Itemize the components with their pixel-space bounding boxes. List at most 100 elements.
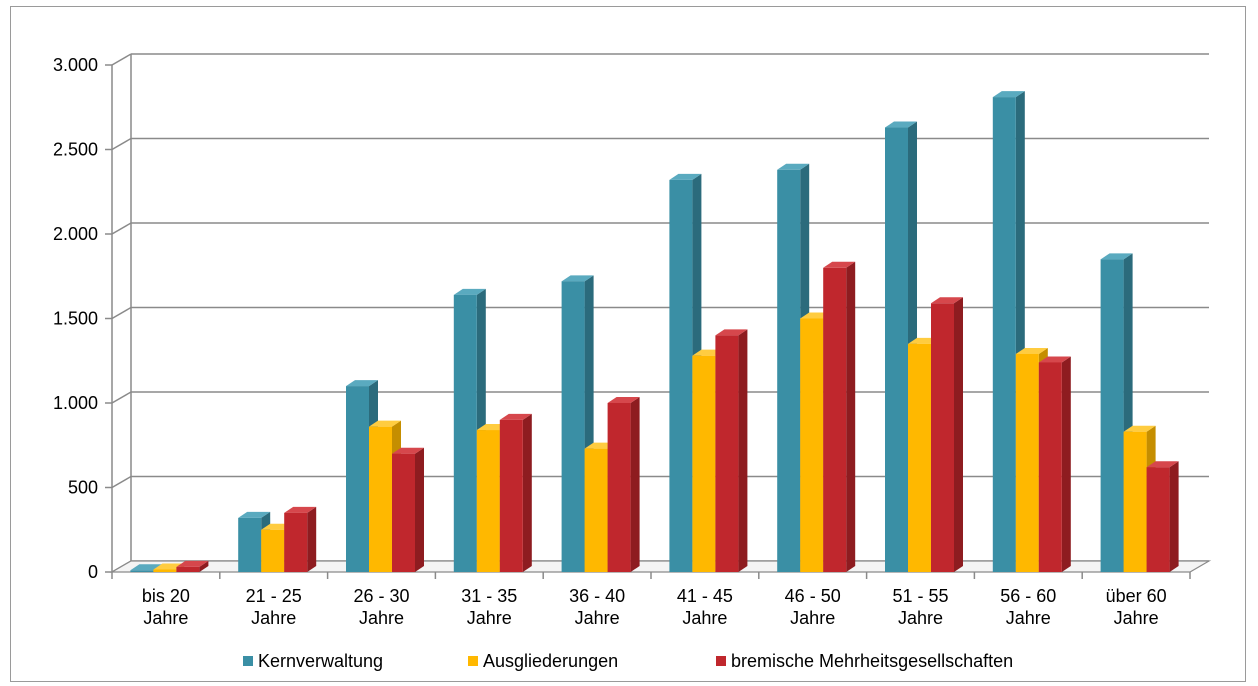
legend-swatch [716, 656, 726, 666]
bar [931, 297, 963, 572]
bar [715, 329, 748, 572]
bar-top [823, 261, 856, 268]
bar-front [669, 179, 693, 573]
bar-front [176, 566, 200, 572]
bar-front [261, 529, 285, 572]
legend-item: Ausgliederungen [468, 651, 618, 671]
y-tick-label: 0 [88, 562, 98, 582]
grid-diagonal [111, 222, 132, 235]
y-tick-label: 1.500 [53, 309, 98, 329]
bar-side [738, 329, 748, 572]
bar-front [1015, 353, 1039, 572]
y-tick-label: 2.500 [53, 140, 98, 160]
legend-label: bremische Mehrheitsgesellschaften [731, 651, 1013, 671]
bar-front [392, 453, 415, 572]
bar-front [284, 512, 308, 572]
bar-top [715, 329, 748, 336]
bar-front [561, 281, 585, 572]
bar [823, 261, 856, 572]
bar-top [885, 121, 917, 128]
legend-label: Ausgliederungen [483, 651, 618, 671]
bar-top [1100, 253, 1133, 260]
bar-side [522, 413, 532, 572]
bar-front [153, 569, 177, 572]
bar-front [1123, 431, 1147, 572]
bar-front [453, 294, 477, 572]
bar-top [607, 397, 640, 403]
bar-front [931, 303, 954, 572]
legend-label: Kernverwaltung [258, 651, 383, 671]
bar-front [992, 97, 1016, 573]
bar-front [1038, 362, 1062, 572]
x-axis: bis 20 Jahre 21 - 25 Jahre 26 - 30 Jahre 31 - … [111, 572, 1191, 628]
grid-diagonal [111, 391, 132, 404]
grid-diagonal [111, 53, 132, 66]
bar-top [931, 297, 963, 304]
legend-item: bremische Mehrheitsgesellschaften [716, 651, 1013, 671]
bar-top [1038, 356, 1071, 363]
bar-front [499, 419, 523, 572]
x-tick-label: 46 - 50 Jahre [785, 586, 841, 628]
bar-top [453, 288, 486, 295]
bar-side [630, 397, 640, 572]
bar-front [692, 355, 716, 572]
bar-top [369, 420, 401, 427]
bar-top [284, 506, 317, 513]
x-tick-label: 31 - 35 Jahre [461, 586, 517, 628]
bar-front [238, 517, 262, 572]
bar-front [715, 335, 739, 572]
bar-top [669, 173, 702, 180]
legend-swatch [243, 656, 253, 666]
bar-front [346, 386, 369, 572]
x-tick-label: 26 - 30 Jahre [353, 586, 409, 628]
bar-top [499, 413, 532, 420]
grid-diagonal [111, 475, 132, 489]
x-tick-label: über 60 Jahre [1106, 586, 1167, 628]
x-tick-label: 56 - 60 Jahre [1000, 586, 1056, 628]
bar-front [777, 169, 801, 572]
bar [607, 397, 640, 572]
bar-front [607, 403, 631, 572]
bar-front [1100, 259, 1124, 572]
y-tick-label: 2.000 [53, 224, 98, 244]
y-tick-label: 1.000 [53, 393, 98, 413]
bar-front [130, 570, 154, 572]
x-tick-label: 41 - 45 Jahre [677, 586, 733, 628]
bar-top [992, 91, 1025, 98]
bar [1146, 461, 1179, 572]
y-axis: 0 500 1.000 1.500 2.000 2.500 3.000 [53, 55, 112, 582]
bar [176, 560, 209, 572]
x-tick-label: 51 - 55 Jahre [892, 586, 948, 628]
bar [992, 91, 1025, 573]
bar-top [238, 511, 271, 518]
bar-side [415, 447, 424, 572]
bar-front [584, 448, 608, 572]
bar-top [777, 163, 810, 170]
x-tick-label: 21 - 25 Jahre [246, 586, 302, 628]
y-tick-label: 3.000 [53, 55, 98, 75]
bar-top [1146, 461, 1179, 468]
x-tick-label: bis 20 Jahre [142, 586, 190, 628]
bar-front [476, 430, 500, 572]
y-tick-label: 500 [68, 478, 98, 498]
bar [392, 447, 424, 572]
bar-side [1169, 461, 1179, 572]
bar [1038, 356, 1071, 572]
bar [284, 506, 317, 572]
bar-side [846, 261, 856, 572]
bar-side [199, 560, 209, 572]
bar-front [369, 426, 392, 572]
bar-side [954, 297, 963, 572]
legend-item: Kernverwaltung [243, 651, 383, 671]
legend-swatch [468, 656, 478, 666]
bar-front [800, 318, 824, 572]
bar-top [392, 447, 424, 454]
grid-diagonal [111, 306, 132, 320]
bar-front [908, 343, 931, 572]
bar-side [307, 506, 317, 572]
bar [499, 413, 532, 572]
bar-front [823, 267, 847, 572]
bar-side [1061, 356, 1071, 572]
bar-top [1123, 425, 1156, 432]
